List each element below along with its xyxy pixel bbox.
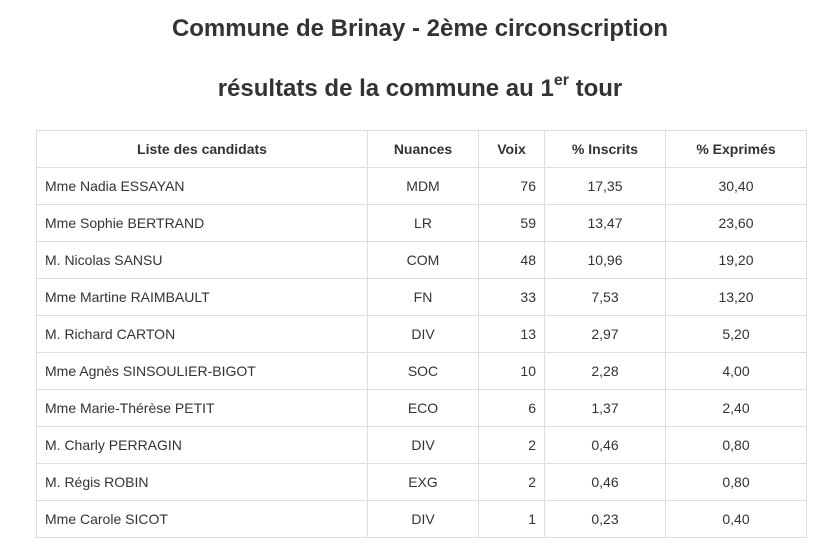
table-header-row: Liste des candidats Nuances Voix % Inscr… [36,130,807,168]
cell-voix: 13 [478,315,545,353]
page-subtitle: résultats de la commune au 1er tour [0,72,830,104]
page-title: Commune de Brinay - 2ème circonscription [171,15,669,42]
cell-voix: 1 [478,500,545,538]
cell-exprimes: 0,80 [665,463,807,501]
cell-candidate: M. Nicolas SANSU [36,241,368,279]
cell-nuance: DIV [367,500,479,538]
cell-exprimes: 23,60 [665,204,807,242]
cell-candidate: M. Charly PERRAGIN [36,426,368,464]
cell-voix: 59 [478,204,545,242]
table-row: Mme Marie-Thérèse PETIT ECO 6 1,37 2,40 [36,389,807,427]
cell-inscrits: 10,96 [544,241,666,279]
cell-candidate: Mme Agnès SINSOULIER-BIGOT [36,352,368,390]
cell-candidate: Mme Nadia ESSAYAN [36,167,368,205]
cell-inscrits: 1,37 [544,389,666,427]
subtitle-superscript: er [553,72,569,89]
header-inscrits: % Inscrits [544,130,666,168]
header-candidates: Liste des candidats [36,130,368,168]
cell-inscrits: 0,46 [544,463,666,501]
cell-nuance: ECO [367,389,479,427]
cell-nuance: DIV [367,426,479,464]
header-exprimes: % Exprimés [665,130,807,168]
cell-voix: 33 [478,278,545,316]
table-row: M. Richard CARTON DIV 13 2,97 5,20 [36,315,807,353]
cell-exprimes: 19,20 [665,241,807,279]
cell-nuance: COM [367,241,479,279]
header-nuances: Nuances [367,130,479,168]
cell-exprimes: 13,20 [665,278,807,316]
cell-inscrits: 0,46 [544,426,666,464]
cell-nuance: DIV [367,315,479,353]
table-row: Mme Martine RAIMBAULT FN 33 7,53 13,20 [36,278,807,316]
cell-voix: 76 [478,167,545,205]
table-row: Mme Nadia ESSAYAN MDM 76 17,35 30,40 [36,167,807,205]
cell-exprimes: 4,00 [665,352,807,390]
cell-inscrits: 2,28 [544,352,666,390]
table-row: M. Charly PERRAGIN DIV 2 0,46 0,80 [36,426,807,464]
cell-nuance: LR [367,204,479,242]
cell-candidate: M. Régis ROBIN [36,463,368,501]
cell-exprimes: 0,40 [665,500,807,538]
cell-exprimes: 30,40 [665,167,807,205]
cell-voix: 2 [478,463,545,501]
cell-candidate: Mme Martine RAIMBAULT [36,278,368,316]
cell-nuance: FN [367,278,479,316]
table-row: M. Régis ROBIN EXG 2 0,46 0,80 [36,463,807,501]
subtitle-suffix: tour [568,75,623,102]
cell-inscrits: 7,53 [544,278,666,316]
cell-exprimes: 0,80 [665,426,807,464]
cell-voix: 10 [478,352,545,390]
table-row: Mme Agnès SINSOULIER-BIGOT SOC 10 2,28 4,00 [36,352,807,390]
cell-inscrits: 13,47 [544,204,666,242]
cell-inscrits: 2,97 [544,315,666,353]
cell-candidate: Mme Carole SICOT [36,500,368,538]
cell-exprimes: 2,40 [665,389,807,427]
table-row: Mme Sophie BERTRAND LR 59 13,47 23,60 [36,204,807,242]
results-table: Liste des candidats Nuances Voix % Inscr… [36,130,807,538]
subtitle-text: résultats de la commune au 1 [217,75,554,102]
cell-exprimes: 5,20 [665,315,807,353]
cell-nuance: SOC [367,352,479,390]
cell-candidate: Mme Marie-Thérèse PETIT [36,389,368,427]
cell-voix: 48 [478,241,545,279]
table-row: M. Nicolas SANSU COM 48 10,96 19,20 [36,241,807,279]
cell-voix: 2 [478,426,545,464]
cell-voix: 6 [478,389,545,427]
table-row: Mme Carole SICOT DIV 1 0,23 0,40 [36,500,807,538]
header-voix: Voix [478,130,545,168]
cell-inscrits: 17,35 [544,167,666,205]
cell-candidate: Mme Sophie BERTRAND [36,204,368,242]
cell-inscrits: 0,23 [544,500,666,538]
cell-nuance: EXG [367,463,479,501]
cell-nuance: MDM [367,167,479,205]
cell-candidate: M. Richard CARTON [36,315,368,353]
